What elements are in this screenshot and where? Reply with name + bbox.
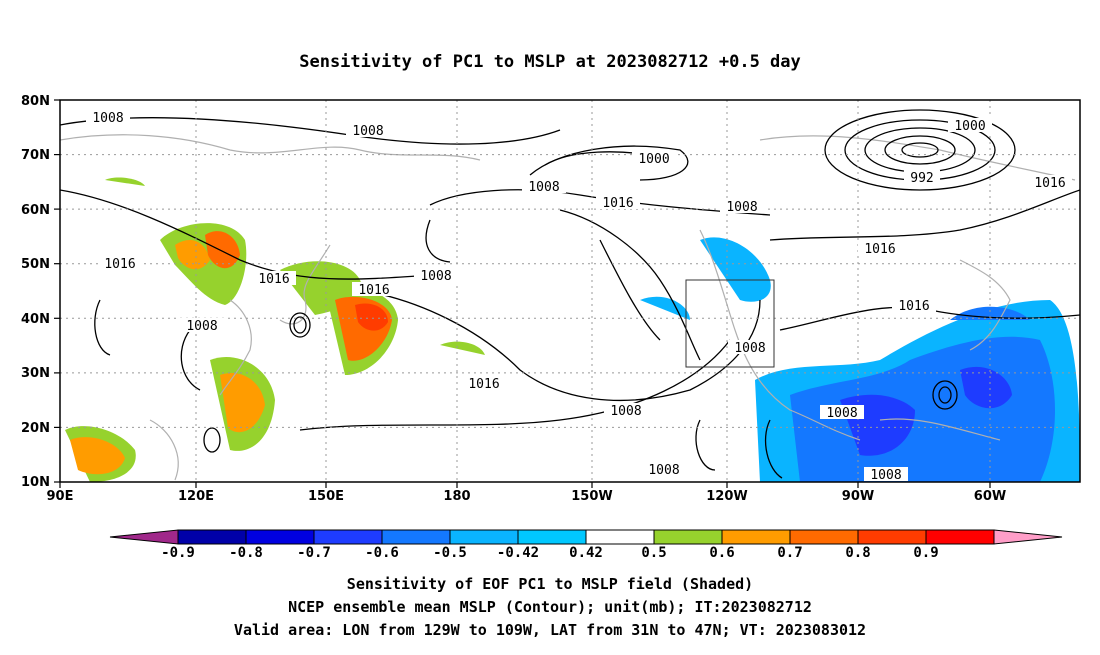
footer-line-1: Sensitivity of EOF PC1 to MSLP field (Sh… — [347, 575, 753, 593]
contour-label: 1016 — [258, 272, 289, 287]
lon-label: 90W — [842, 489, 874, 504]
shade-positive-region — [105, 177, 145, 186]
contour-label: 1008 — [186, 319, 217, 334]
colorbar-swatch — [245, 529, 315, 545]
valid-area-box — [685, 279, 775, 368]
contour-label: 1008 — [92, 111, 123, 126]
colorbar-label: 0.7 — [777, 545, 802, 561]
contour-label: 1008 — [610, 404, 641, 419]
shade-positive-region — [175, 240, 210, 270]
colorbar-label: -0.42 — [497, 545, 539, 561]
lon-label: 60W — [974, 489, 1006, 504]
lon-labels: 90E 120E 150E 180 150W 120W 90W 60W — [47, 489, 1007, 504]
footer-line-3: Valid area: LON from 129W to 109W, LAT f… — [234, 621, 866, 639]
colorbar-label: 0.42 — [569, 545, 603, 561]
map-panel: 1008 1008 1000 1008 1016 1008 1000 992 1… — [21, 94, 1081, 504]
lon-label: 120W — [706, 489, 747, 504]
lat-label: 20N — [21, 421, 50, 436]
colorbar-label: 0.8 — [845, 545, 870, 561]
contour-label: 1000 — [638, 152, 669, 167]
colorbar-label: -0.8 — [229, 545, 263, 561]
shade-positive-region — [440, 341, 485, 355]
shade-negative-region — [950, 306, 1030, 320]
colorbar-swatch — [177, 529, 247, 545]
mslp-contours — [60, 109, 1080, 479]
contour-label: 1008 — [726, 200, 757, 215]
contour-label: 1016 — [898, 299, 929, 314]
colorbar-swatch — [857, 529, 927, 545]
lat-label: 50N — [21, 257, 50, 272]
contour-label: 1008 — [826, 406, 857, 421]
colorbar-swatch — [585, 529, 655, 545]
colorbar: -0.9 -0.8 -0.7 -0.6 -0.5 -0.42 0.42 0.5 … — [109, 529, 1063, 561]
colorbar-swatch — [789, 529, 859, 545]
lon-label: 120E — [178, 489, 214, 504]
contour-label: 1016 — [1034, 176, 1065, 191]
sensitivity-shading — [65, 177, 1080, 482]
colorbar-label: 0.9 — [913, 545, 938, 561]
lat-label: 40N — [21, 312, 50, 327]
colorbar-label: -0.5 — [433, 545, 467, 561]
contour-label: 1008 — [352, 124, 383, 139]
colorbar-swatches — [109, 529, 1063, 545]
colorbar-swatch — [449, 529, 519, 545]
lat-label: 70N — [21, 148, 50, 163]
shade-negative-region — [640, 296, 690, 320]
lon-label: 90E — [47, 489, 74, 504]
contour-label: 1016 — [358, 283, 389, 298]
lat-label: 10N — [21, 475, 50, 490]
colorbar-swatch — [653, 529, 723, 545]
contour-label: 1008 — [528, 180, 559, 195]
lon-label: 180 — [443, 489, 470, 504]
colorbar-swatch — [517, 529, 587, 545]
shade-positive-region — [205, 231, 240, 269]
contour-label: 1016 — [602, 196, 633, 211]
shade-negative-region — [960, 366, 1012, 409]
colorbar-label: -0.9 — [161, 545, 195, 561]
colorbar-arrow-low — [109, 529, 179, 545]
contour-label: 1016 — [104, 257, 135, 272]
tick-marks — [54, 99, 991, 488]
colorbar-swatch — [313, 529, 383, 545]
lat-labels: 80N 70N 60N 50N 40N 30N 20N 10N — [21, 94, 50, 490]
footer-line-2: NCEP ensemble mean MSLP (Contour); unit(… — [288, 598, 812, 616]
shade-positive-region — [70, 437, 125, 475]
colorbar-label: 0.5 — [641, 545, 666, 561]
contour-label: 1000 — [954, 119, 985, 134]
contour-label: 1016 — [468, 377, 499, 392]
colorbar-label: 0.6 — [709, 545, 734, 561]
coastlines — [60, 134, 1076, 481]
lon-label: 150E — [308, 489, 344, 504]
shade-positive-region — [220, 373, 265, 433]
gridlines — [60, 100, 1080, 482]
shade-negative-region — [700, 237, 771, 302]
lat-label: 30N — [21, 366, 50, 381]
chart-title: Sensitivity of PC1 to MSLP at 2023082712… — [299, 52, 801, 72]
colorbar-arrow-high — [993, 529, 1063, 545]
lat-label: 60N — [21, 203, 50, 218]
shade-positive-region — [355, 303, 388, 331]
contour-label: 992 — [910, 171, 933, 186]
colorbar-labels: -0.9 -0.8 -0.7 -0.6 -0.5 -0.42 0.42 0.5 … — [161, 545, 939, 561]
contour-label: 1008 — [648, 463, 679, 478]
colorbar-label: -0.6 — [365, 545, 399, 561]
contour-label: 1008 — [870, 468, 901, 483]
contour-label: 1008 — [734, 341, 765, 356]
contour-labels: 1008 1008 1000 1008 1016 1008 1000 992 1… — [86, 110, 1072, 483]
contour-label: 1008 — [420, 269, 451, 284]
lat-label: 80N — [21, 94, 50, 109]
colorbar-label: -0.7 — [297, 545, 331, 561]
colorbar-swatch — [925, 529, 995, 545]
contour-label: 1016 — [864, 242, 895, 257]
map-frame — [59, 99, 1081, 483]
lon-label: 150W — [571, 489, 612, 504]
colorbar-swatch — [721, 529, 791, 545]
colorbar-swatch — [381, 529, 451, 545]
